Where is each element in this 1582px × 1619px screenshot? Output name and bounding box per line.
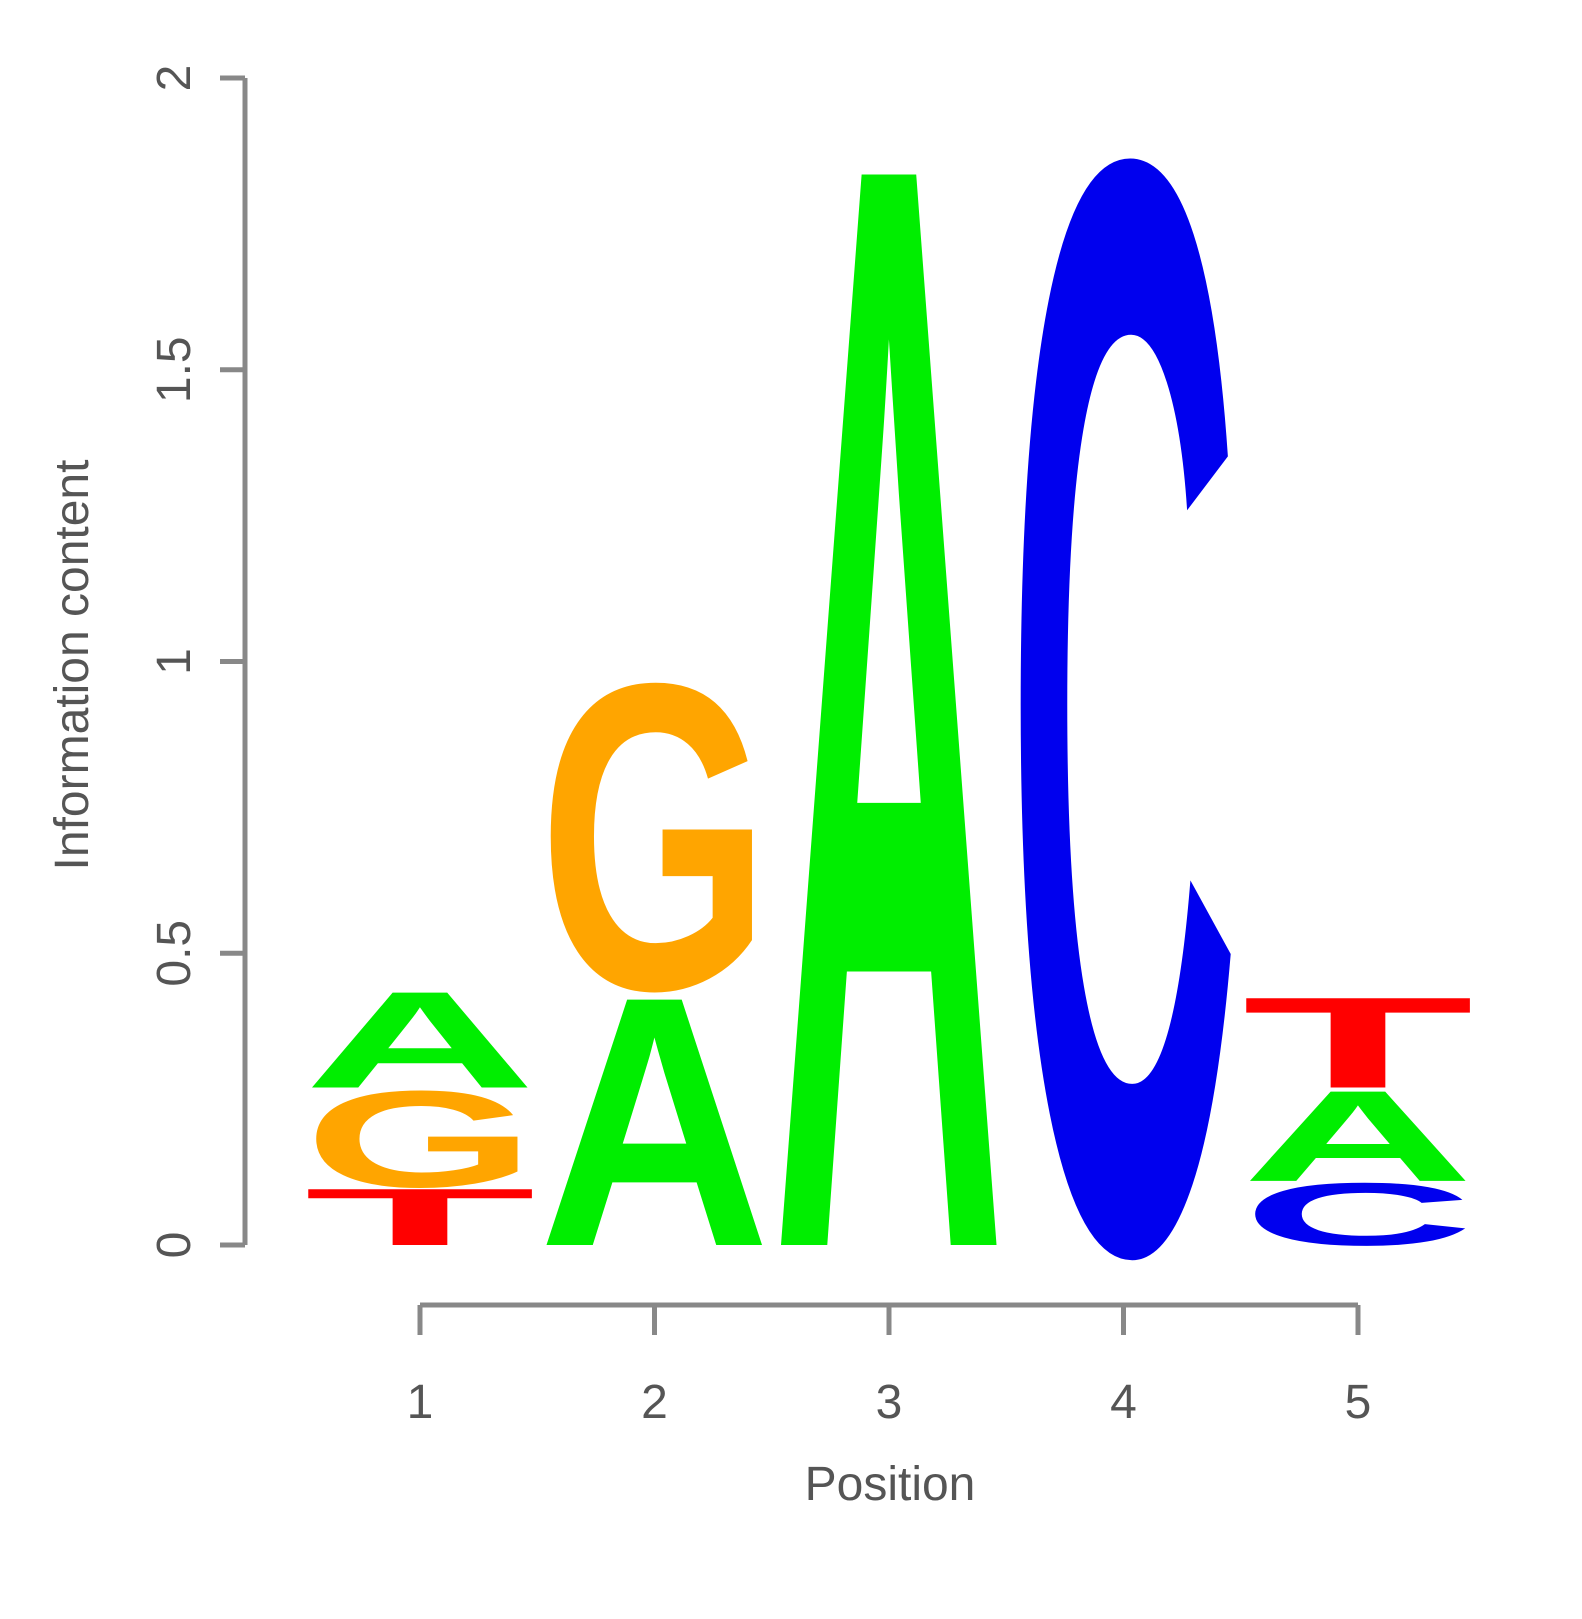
logo-letter: G [304, 1063, 536, 1217]
logo-letter: T [304, 1172, 536, 1263]
x-tick-label: 5 [1345, 1376, 1372, 1429]
letter-group: T [1242, 970, 1474, 1115]
logo-letter: G [539, 593, 771, 1082]
y-tick-label: 1.5 [148, 336, 201, 403]
letter-group: G [304, 1063, 536, 1217]
logo-letter: A [1242, 1063, 1474, 1208]
y-tick-label: 1 [148, 648, 201, 675]
logo-letter: A [773, 0, 1005, 1576]
logo-letter: A [304, 963, 536, 1117]
y-tick-label: 2 [148, 65, 201, 92]
x-tick-label: 1 [407, 1376, 434, 1429]
y-axis-title: Information content [46, 460, 99, 871]
y-tick-label: 0.5 [148, 920, 201, 987]
letter-group: C [1008, 0, 1240, 1576]
letter-group: G [539, 593, 771, 1082]
x-tick-label: 4 [1110, 1376, 1137, 1429]
logo-letter: C [1008, 0, 1240, 1576]
letter-group: A [539, 922, 771, 1320]
logo-letter: A [539, 922, 771, 1320]
letter-group: A [304, 963, 536, 1117]
logo-letter: C [1242, 1164, 1474, 1263]
y-tick-label: 0 [148, 1232, 201, 1259]
x-tick-label: 2 [641, 1376, 668, 1429]
letter-group: A [773, 0, 1005, 1576]
letter-group: T [304, 1172, 536, 1263]
x-tick-label: 3 [876, 1376, 903, 1429]
logo-letter: T [1242, 970, 1474, 1115]
letter-group: C [1242, 1164, 1474, 1263]
x-axis-title: Position [805, 1458, 976, 1511]
letter-group: A [1242, 1063, 1474, 1208]
